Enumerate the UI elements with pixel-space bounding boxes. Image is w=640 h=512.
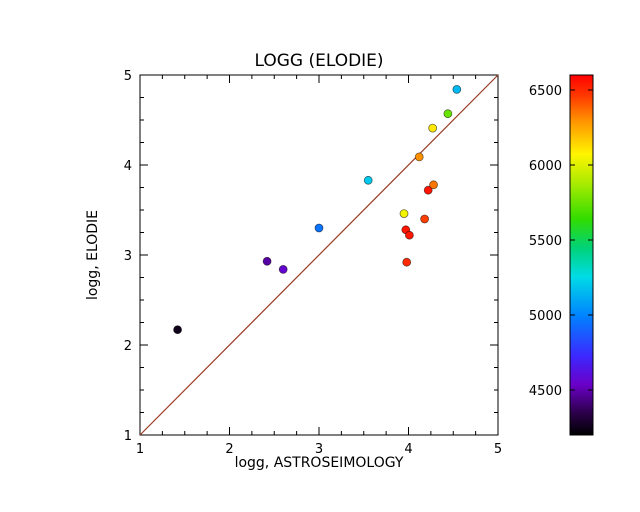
y-tick-label: 4 <box>124 159 132 174</box>
y-tick-label: 3 <box>124 249 132 264</box>
data-point <box>314 223 324 233</box>
one-to-one-line <box>139 74 499 436</box>
colorbar-tick-label: 5500 <box>529 234 562 249</box>
y-axis-label: logg, ELODIE <box>85 210 101 300</box>
chart-title: LOGG (ELODIE) <box>254 51 383 71</box>
data-point <box>429 180 438 190</box>
data-point <box>262 256 272 266</box>
data-point <box>278 264 288 274</box>
colorbar-tick-label: 6500 <box>529 84 562 99</box>
data-point <box>428 123 438 133</box>
colorbar-tick-label: 6000 <box>529 159 562 174</box>
data-point <box>423 185 433 195</box>
data-point <box>452 85 462 94</box>
data-point <box>443 109 453 119</box>
x-tick-label: 1 <box>136 442 144 457</box>
x-tick-label: 2 <box>225 442 233 457</box>
x-axis-label: logg, ASTROSEIMOLOGY <box>235 455 404 471</box>
colorbar-tick-label: 4500 <box>529 384 562 399</box>
y-tick-label: 5 <box>124 69 132 84</box>
colorbar-bar <box>569 74 594 436</box>
x-tick-label: 5 <box>494 442 502 457</box>
y-tick-label: 2 <box>124 339 132 354</box>
data-points <box>173 85 462 335</box>
data-point <box>402 257 412 267</box>
data-point <box>414 152 424 162</box>
x-tick-label: 3 <box>315 442 323 457</box>
data-point <box>420 214 430 224</box>
colorbar: 4500 5000 5500 6000 6500 <box>529 74 594 436</box>
plot-frame: 1 2 3 4 5 1 2 3 4 5 <box>124 69 502 457</box>
identity-line <box>139 74 499 436</box>
data-point <box>363 175 373 185</box>
y-tick-label: 1 <box>124 429 132 444</box>
data-point <box>173 325 182 335</box>
x-tick-label: 4 <box>404 442 412 457</box>
data-point <box>399 209 409 219</box>
colorbar-tick-label: 5000 <box>529 309 562 324</box>
data-point <box>404 230 414 240</box>
